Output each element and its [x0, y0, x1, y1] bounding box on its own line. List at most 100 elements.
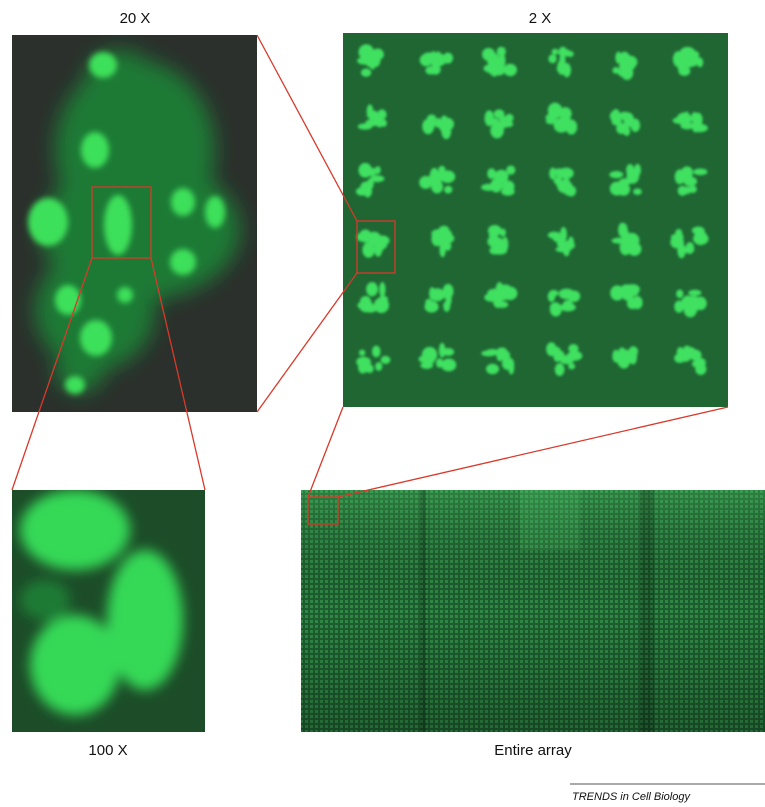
spot — [372, 346, 381, 358]
spot — [627, 242, 641, 256]
spot — [686, 242, 695, 254]
spot — [419, 355, 433, 363]
spot — [428, 117, 435, 130]
spot — [549, 290, 558, 297]
spot — [686, 51, 699, 59]
spot — [557, 60, 566, 75]
spot — [361, 69, 371, 77]
label-entire-array: Entire array — [494, 742, 572, 759]
spot — [559, 355, 574, 364]
spot — [375, 362, 382, 371]
spot — [375, 115, 383, 127]
spot — [548, 54, 556, 63]
spot — [611, 117, 621, 125]
spot — [504, 64, 517, 76]
spot — [441, 358, 456, 371]
spot — [439, 121, 450, 132]
label-100x: 100 X — [88, 742, 127, 759]
spot — [548, 232, 561, 239]
label-20x: 20 X — [120, 10, 151, 27]
spot — [677, 243, 685, 258]
image-100x — [12, 490, 205, 732]
spot — [381, 356, 391, 364]
spot — [630, 349, 638, 365]
spot — [444, 186, 452, 194]
spot — [444, 242, 451, 251]
image-entire-array — [301, 490, 765, 732]
spot — [612, 238, 628, 244]
spot — [372, 49, 384, 60]
spot — [697, 57, 703, 67]
spot — [693, 113, 703, 127]
spot — [618, 223, 627, 238]
spot — [632, 296, 643, 309]
spot — [420, 362, 433, 369]
spot — [623, 113, 634, 128]
spot — [555, 363, 565, 376]
spot — [552, 49, 559, 55]
spot — [430, 64, 441, 74]
spot — [358, 123, 373, 129]
spot — [430, 168, 439, 183]
spot — [568, 344, 578, 353]
spot — [550, 303, 562, 317]
spot — [481, 350, 496, 356]
spot — [568, 237, 574, 249]
spot — [676, 289, 683, 298]
spot — [359, 350, 365, 356]
spot — [359, 229, 371, 242]
spot — [502, 180, 515, 192]
spot — [557, 180, 572, 193]
source-credit: TRENDS in Cell Biology — [572, 791, 691, 803]
spot — [500, 229, 506, 237]
spot — [375, 166, 381, 174]
spot — [494, 109, 505, 118]
spot — [609, 171, 623, 178]
spot — [379, 296, 389, 303]
spot — [360, 296, 371, 307]
spot — [626, 284, 640, 294]
spot — [553, 347, 562, 362]
spot — [496, 301, 508, 308]
spot — [487, 168, 496, 179]
spot — [425, 301, 439, 313]
image-20x — [12, 35, 257, 412]
spot — [502, 237, 509, 252]
figure-canvas: 20 X 2 X 100 X Entire array TRENDS in Ce… — [0, 0, 765, 807]
spot — [430, 288, 445, 301]
spot — [489, 231, 499, 240]
spot — [443, 301, 450, 309]
spot — [562, 300, 573, 311]
figure: 20 X 2 X 100 X Entire array TRENDS in Ce… — [0, 0, 765, 807]
spot — [366, 282, 378, 296]
spot — [617, 353, 629, 367]
spot — [567, 290, 580, 302]
spot — [497, 122, 508, 129]
spot — [690, 350, 702, 361]
spot — [693, 168, 707, 175]
spot — [633, 188, 642, 195]
spot — [502, 357, 514, 370]
spot — [626, 164, 634, 176]
spot — [362, 242, 374, 258]
spot — [442, 348, 454, 356]
label-2x: 2 X — [529, 10, 552, 27]
spot — [481, 184, 497, 191]
spot — [366, 59, 379, 68]
spot — [681, 166, 693, 178]
spot — [486, 364, 499, 374]
spot — [370, 175, 384, 182]
spot — [568, 363, 575, 369]
spot — [688, 290, 701, 296]
spot — [677, 113, 692, 126]
spot — [376, 236, 390, 246]
spot — [366, 189, 372, 195]
spot — [548, 111, 555, 120]
spot — [487, 289, 501, 298]
spot — [674, 353, 685, 363]
spot — [425, 53, 438, 60]
spot — [443, 53, 453, 64]
spot — [683, 186, 691, 194]
image-2x — [343, 33, 728, 407]
spot — [361, 363, 371, 373]
